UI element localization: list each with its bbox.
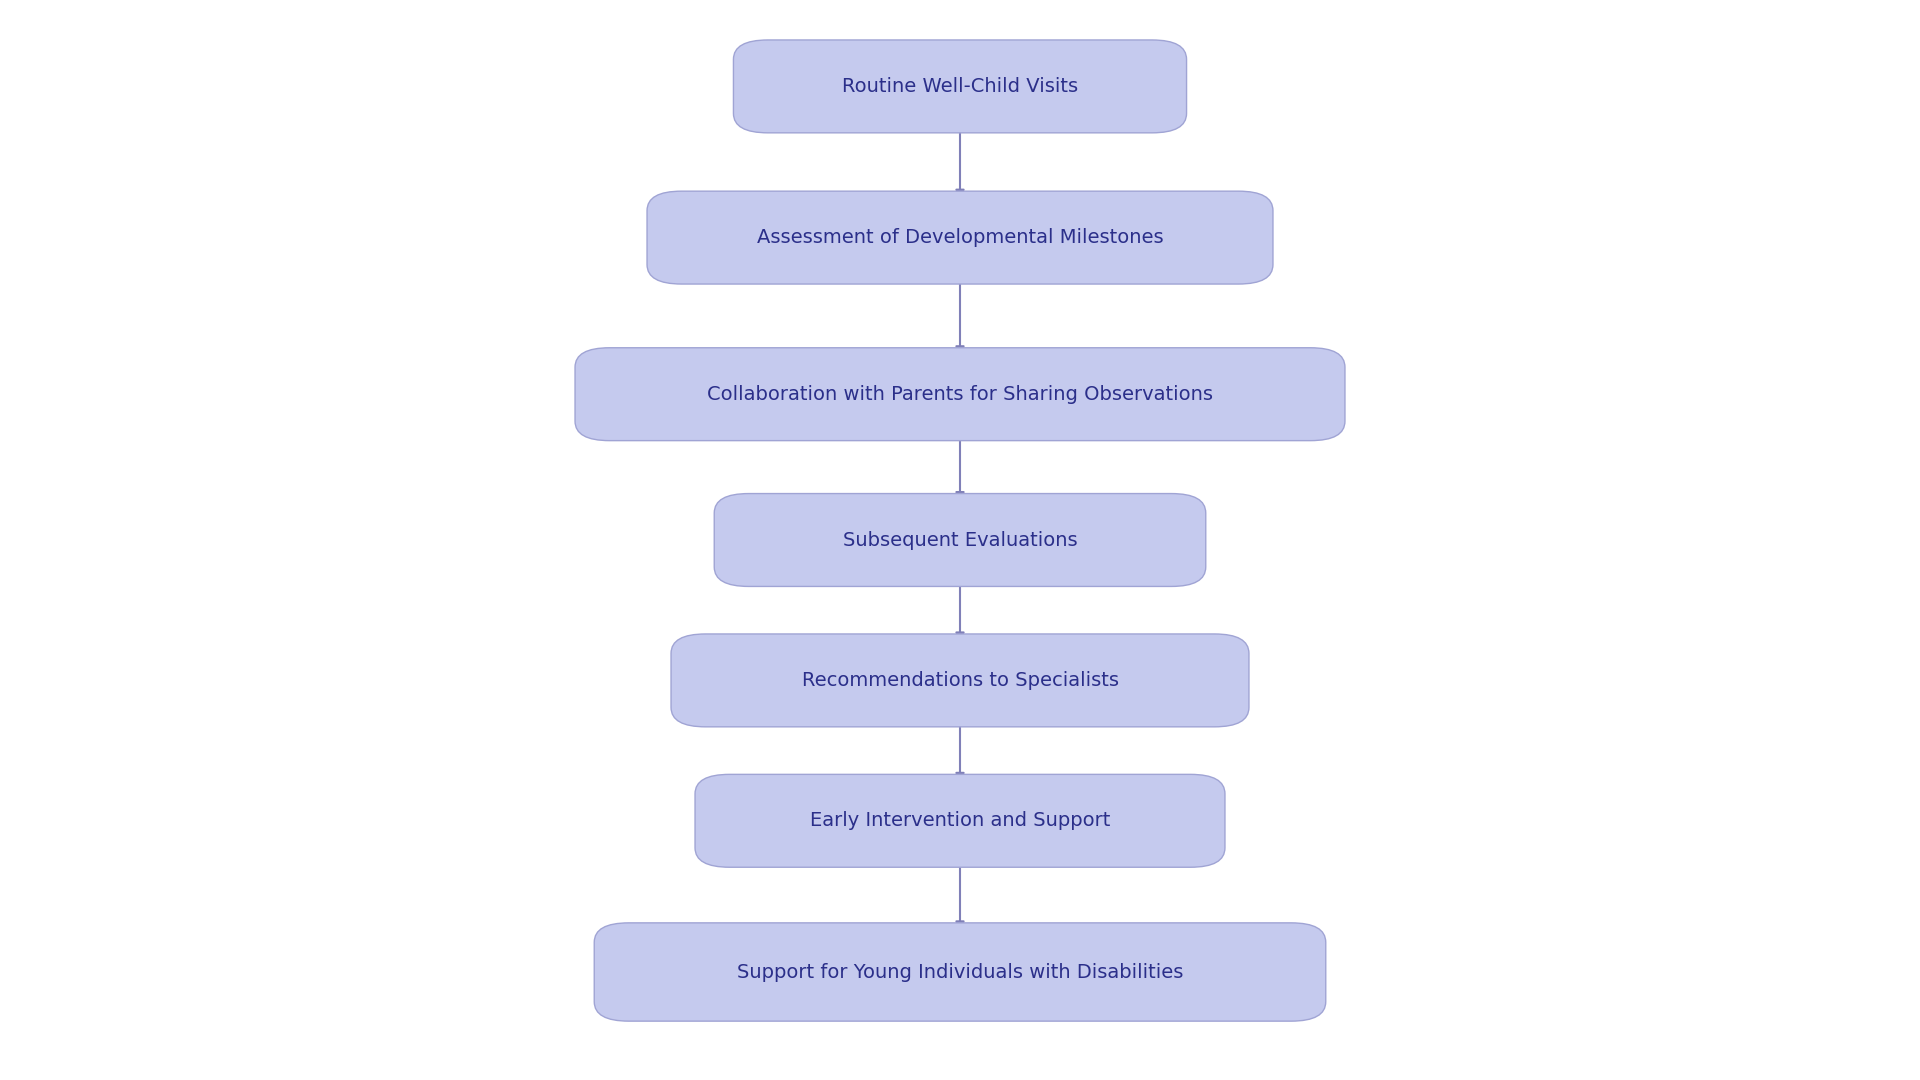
Text: Routine Well-Child Visits: Routine Well-Child Visits xyxy=(843,77,1077,96)
FancyBboxPatch shape xyxy=(714,494,1206,586)
FancyBboxPatch shape xyxy=(733,40,1187,133)
FancyBboxPatch shape xyxy=(647,191,1273,284)
Text: Subsequent Evaluations: Subsequent Evaluations xyxy=(843,530,1077,550)
Text: Support for Young Individuals with Disabilities: Support for Young Individuals with Disab… xyxy=(737,962,1183,982)
FancyBboxPatch shape xyxy=(672,634,1248,727)
FancyBboxPatch shape xyxy=(595,922,1325,1022)
FancyBboxPatch shape xyxy=(576,348,1344,441)
Text: Collaboration with Parents for Sharing Observations: Collaboration with Parents for Sharing O… xyxy=(707,384,1213,404)
Text: Early Intervention and Support: Early Intervention and Support xyxy=(810,811,1110,831)
FancyBboxPatch shape xyxy=(695,774,1225,867)
Text: Assessment of Developmental Milestones: Assessment of Developmental Milestones xyxy=(756,228,1164,247)
Text: Recommendations to Specialists: Recommendations to Specialists xyxy=(801,671,1119,690)
